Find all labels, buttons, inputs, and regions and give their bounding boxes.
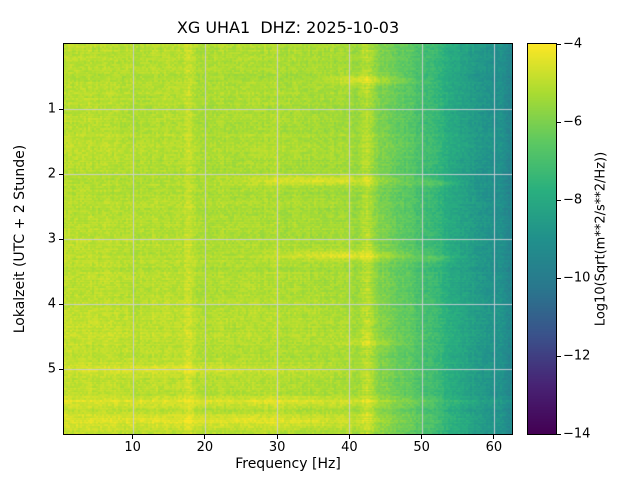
x-tick-label: 50 <box>413 440 430 455</box>
y-tick-mark <box>59 108 63 110</box>
y-tick-mark <box>59 238 63 240</box>
chart-title: XG UHA1 DHZ: 2025-10-03 <box>176 18 400 37</box>
x-tick-label: 10 <box>124 440 141 455</box>
colorbar <box>527 43 557 435</box>
colorbar-tick-label: −4 <box>563 36 583 52</box>
x-axis-label: Frequency [Hz] <box>235 456 341 472</box>
colorbar-tick-mark <box>557 121 561 123</box>
y-tick-label: 4 <box>47 296 56 312</box>
y-tick-mark <box>59 303 63 305</box>
colorbar-label: Log10(Sqrt(m**2/s**2/Hz)) <box>593 151 609 327</box>
x-tick-mark <box>204 435 206 439</box>
colorbar-tick-label: −8 <box>563 192 583 208</box>
colorbar-tick-label: −10 <box>563 270 591 286</box>
colorbar-tick-label: −12 <box>563 348 591 364</box>
colorbar-tick-mark <box>557 277 561 279</box>
x-tick-mark <box>276 435 278 439</box>
x-tick-mark <box>493 435 495 439</box>
colorbar-tick-mark <box>557 433 561 435</box>
spectrogram-plot <box>63 43 513 435</box>
y-tick-mark <box>59 173 63 175</box>
y-tick-label: 3 <box>47 231 56 247</box>
colorbar-canvas <box>528 44 556 434</box>
spectrogram-canvas <box>64 44 512 434</box>
colorbar-tick-label: −6 <box>563 114 583 130</box>
x-tick-label: 60 <box>485 440 503 455</box>
y-tick-mark <box>59 368 63 370</box>
colorbar-tick-label: −14 <box>563 426 591 442</box>
colorbar-tick-mark <box>557 199 561 201</box>
x-tick-mark <box>348 435 350 439</box>
y-tick-label: 1 <box>47 101 56 117</box>
x-tick-label: 40 <box>341 440 358 455</box>
colorbar-tick-mark <box>557 355 561 357</box>
x-tick-label: 30 <box>268 440 286 455</box>
x-tick-mark <box>421 435 423 439</box>
x-tick-mark <box>132 435 134 439</box>
y-tick-label: 5 <box>47 361 56 377</box>
colorbar-tick-mark <box>557 43 561 45</box>
x-tick-label: 20 <box>196 440 214 455</box>
y-tick-label: 2 <box>47 166 56 182</box>
y-axis-label: Lokalzeit (UTC + 2 Stunde) <box>12 144 28 334</box>
